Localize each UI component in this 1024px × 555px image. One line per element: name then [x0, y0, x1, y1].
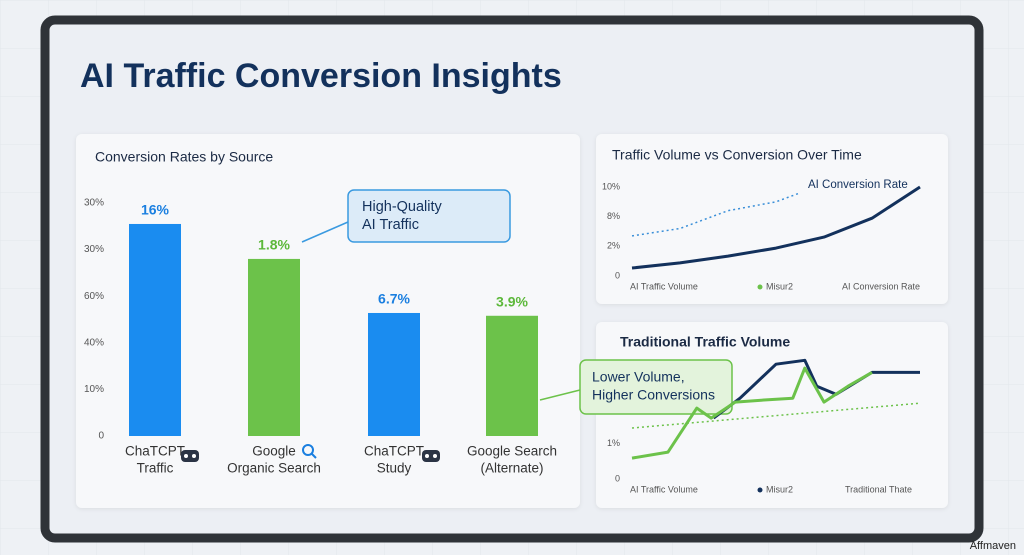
y-tick-label: 10%	[602, 181, 620, 191]
bar	[129, 223, 181, 436]
x-tick-label: ChaTCPT	[125, 444, 185, 459]
icon	[302, 444, 314, 456]
y-tick-label: 10%	[84, 384, 104, 395]
callout-box	[579, 359, 733, 415]
y-tick-label: 1%	[607, 438, 620, 448]
card	[596, 322, 948, 508]
icon	[422, 450, 440, 462]
y-tick-label: 40%	[84, 337, 104, 348]
callout-text: Lower Volume,	[592, 369, 685, 385]
legend-marker	[757, 487, 763, 493]
icon	[181, 450, 199, 462]
y-tick-label: 60%	[84, 291, 104, 302]
icon	[184, 454, 188, 458]
x-tick-label: Google	[252, 444, 296, 459]
bar-label: 6.7%	[378, 291, 410, 307]
icon	[433, 454, 437, 458]
bar	[368, 312, 420, 436]
icon	[311, 453, 317, 459]
legend-label: Misur2	[766, 484, 793, 494]
line	[631, 185, 921, 270]
callout-text: Higher Conversions	[592, 387, 715, 403]
callout-pointer	[301, 221, 349, 243]
y-tick-label: 8%	[607, 211, 620, 221]
callout-box	[347, 189, 511, 243]
callout-text: AI Traffic	[362, 217, 419, 233]
bar-label: 1.8%	[258, 237, 290, 253]
legend-marker	[757, 284, 763, 290]
x-tick-label: (Alternate)	[480, 461, 543, 476]
x-tick-label: Traffic	[137, 461, 174, 476]
chart-title: Traditional Traffic Volume	[620, 334, 790, 350]
bar-label: 3.9%	[496, 293, 528, 309]
x-tick-label: Organic Search	[227, 461, 321, 476]
legend-label: AI Traffic Volume	[630, 484, 698, 494]
legend-label: Traditional Thate	[845, 484, 912, 494]
chart-title: Conversion Rates by Source	[95, 149, 273, 165]
bar-label: 16%	[141, 202, 170, 218]
annotation: AI Conversion Rate	[808, 179, 908, 191]
y-tick-label: 0	[98, 431, 104, 442]
y-tick-label: 30%	[84, 244, 104, 255]
x-tick-label: Google Search	[467, 444, 557, 459]
y-tick-label: 30%	[84, 198, 104, 209]
page-title: AI Traffic Conversion Insights	[80, 57, 562, 95]
y-tick-label: 2%	[607, 241, 620, 251]
x-tick-label: Study	[377, 461, 412, 476]
bar	[248, 258, 300, 436]
line	[631, 402, 921, 429]
chart-title: Traffic Volume vs Conversion Over Time	[612, 147, 862, 163]
icon	[425, 454, 429, 458]
callout-pointer	[539, 389, 581, 401]
legend-label: Misur2	[766, 281, 793, 291]
x-tick-label: ChaTCPT	[364, 444, 424, 459]
callout-text: High-Quality	[362, 199, 443, 215]
legend-label: AI Traffic Volume	[630, 281, 698, 291]
y-tick-label: 0	[615, 473, 620, 483]
bar	[486, 315, 538, 436]
legend-label: AI Conversion Rate	[842, 281, 920, 291]
icon	[192, 454, 196, 458]
y-tick-label: 0	[615, 270, 620, 280]
watermark: Affmaven	[970, 540, 1016, 552]
